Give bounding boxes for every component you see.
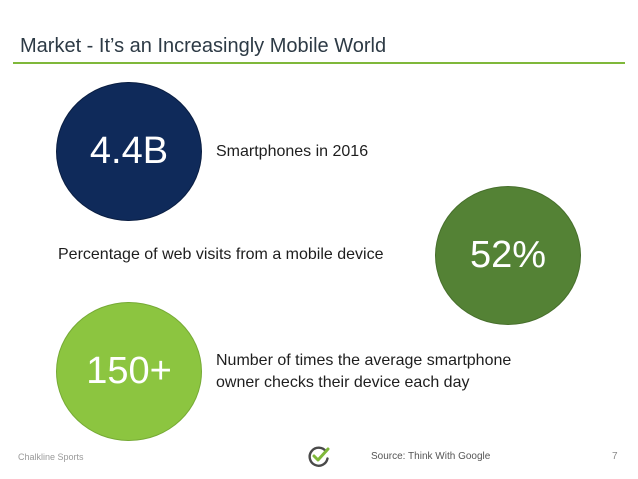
stat-value-web-visits: 52% — [469, 234, 547, 276]
stat-value-device-checks: 150+ — [86, 350, 172, 392]
stat-circle-device-checks: 150+ — [56, 302, 202, 441]
stat-label-smartphones: Smartphones in 2016 — [216, 143, 369, 160]
chalkline-check-logo-icon — [308, 446, 330, 467]
stat-label-device-checks: Number of times the average smartphone o… — [216, 350, 576, 394]
stat-label-device-checks-line2: owner checks their device each day — [216, 374, 470, 391]
slide-title: Market - It’s an Increasingly Mobile Wor… — [20, 35, 387, 57]
stat-circle-web-visits: 52% — [435, 186, 581, 325]
title-underline — [13, 62, 625, 64]
stat-label-web-visits: Percentage of web visits from a mobile d… — [58, 246, 384, 263]
footer-brand: Chalkline Sports — [18, 452, 84, 462]
stat-circle-smartphones: 4.4B — [56, 82, 202, 221]
page-number: 7 — [612, 451, 618, 462]
stat-label-device-checks-line1: Number of times the average smartphone — [216, 352, 512, 369]
stat-value-smartphones: 4.4B — [89, 130, 169, 172]
footer-source: Source: Think With Google — [371, 451, 491, 462]
